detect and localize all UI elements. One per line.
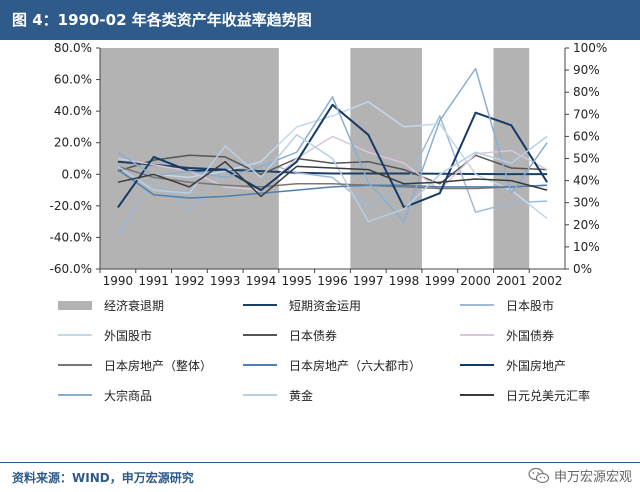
legend-swatch-line [58, 394, 92, 396]
x-tick-label: 1992 [174, 274, 205, 288]
right-tick-label: 20% [573, 218, 600, 232]
x-tick-label: 1998 [389, 274, 420, 288]
series-line [117, 100, 548, 220]
source-note: 资料来源：WIND，申万宏源研究 [12, 471, 194, 485]
series-line [117, 160, 548, 198]
legend-label: 外国股市 [104, 328, 153, 343]
legend-swatch-line [58, 334, 92, 336]
legend-label: 日本房地产（整体） [104, 358, 213, 373]
series-line [117, 134, 548, 223]
legend-item: 日本房地产（六大都市） [243, 356, 421, 374]
x-tick-label: 1999 [425, 274, 456, 288]
left-tick-label: -40.0% [50, 230, 92, 244]
recession-band [493, 48, 530, 269]
x-tick-label: 1993 [210, 274, 241, 288]
x-tick-label: 1996 [317, 274, 348, 288]
x-tick-label: 2000 [460, 274, 491, 288]
legend-label: 日本债券 [289, 328, 338, 343]
legend-label: 短期资金运用 [289, 298, 362, 313]
watermark: 申万宏源宏观 [528, 466, 632, 485]
source-footer: 资料来源：WIND，申万宏源研究 申万宏源宏观 [0, 462, 640, 492]
legend-item: 大宗商品 [58, 386, 152, 404]
series-line [117, 165, 548, 190]
legend-label: 黄金 [289, 388, 314, 403]
left-tick-label: 20.0% [54, 136, 92, 150]
series-line [117, 67, 548, 223]
right-tick-label: 30% [573, 196, 600, 210]
left-tick-label: -20.0% [50, 199, 92, 213]
legend-label: 大宗商品 [104, 388, 153, 403]
legend-item: 经济衰退期 [58, 296, 164, 314]
legend-swatch-line [243, 364, 277, 366]
legend-swatch-band [58, 300, 92, 310]
x-tick-label: 1997 [353, 274, 384, 288]
recession-band [100, 48, 279, 269]
left-tick-label: 60.0% [54, 73, 92, 87]
right-tick-label: 10% [573, 240, 600, 254]
legend-item: 短期资金运用 [243, 296, 361, 314]
right-tick-label: 90% [573, 63, 600, 77]
wechat-icon [528, 467, 550, 483]
right-tick-label: 70% [573, 107, 600, 121]
legend-label: 日本股市 [506, 298, 555, 313]
x-tick-label: 1991 [138, 274, 169, 288]
x-tick-label: 1990 [103, 274, 134, 288]
legend-item: 日本房地产（整体） [58, 356, 212, 374]
right-tick-label: 40% [573, 174, 600, 188]
chart-title: 图 4：1990-02 年各类资产年收益率趋势图 [12, 11, 312, 29]
legend-swatch-line [460, 304, 494, 306]
x-tick-label: 2001 [496, 274, 527, 288]
x-tick-label: 1994 [246, 274, 277, 288]
legend-swatch-line [243, 394, 277, 396]
x-tick-label: 1995 [281, 274, 312, 288]
legend-item: 外国债券 [460, 326, 554, 344]
left-tick-label: 80.0% [54, 41, 92, 55]
legend-label: 经济衰退期 [104, 298, 165, 313]
legend-label: 日本房地产（六大都市） [289, 358, 422, 373]
right-tick-label: 0% [573, 262, 592, 276]
left-tick-label: -60.0% [50, 262, 92, 276]
legend-item: 外国股市 [58, 326, 152, 344]
chart-area: 80.0% 60.0% 40.0% 20.0% 0.0% -20.0% -40.0% -60.… [50, 41, 608, 288]
legend-swatch-line [243, 304, 277, 306]
legend-swatch-line [243, 334, 277, 336]
right-tick-label: 100% [573, 41, 607, 55]
watermark-text: 申万宏源宏观 [553, 470, 632, 485]
x-tick-label: 2002 [532, 274, 563, 288]
title-bar: 图 4：1990-02 年各类资产年收益率趋势图 [0, 0, 640, 40]
right-tick-label: 60% [573, 129, 600, 143]
legend-item: 黄金 [243, 386, 313, 404]
legend-item: 日本股市 [460, 296, 554, 314]
series-line [117, 115, 548, 235]
right-tick-label: 80% [573, 85, 600, 99]
legend-label: 日元兑美元汇率 [506, 388, 591, 403]
series-line [117, 168, 548, 199]
right-tick-label: 50% [573, 152, 600, 166]
legend-label: 外国房地产 [506, 358, 567, 373]
legend-swatch-line [58, 364, 92, 366]
left-tick-label: 0.0% [62, 167, 93, 181]
legend-item: 外国房地产 [460, 356, 566, 374]
recession-band [350, 48, 422, 269]
legend-swatch-line [460, 334, 494, 336]
series-line [117, 154, 548, 185]
legend-label: 外国债券 [506, 328, 555, 343]
legend-swatch-line [460, 364, 494, 366]
left-tick-label: 40.0% [54, 104, 92, 118]
legend-item: 日元兑美元汇率 [460, 386, 590, 404]
legend-item: 日本债券 [243, 326, 337, 344]
legend-swatch-line [460, 394, 494, 396]
